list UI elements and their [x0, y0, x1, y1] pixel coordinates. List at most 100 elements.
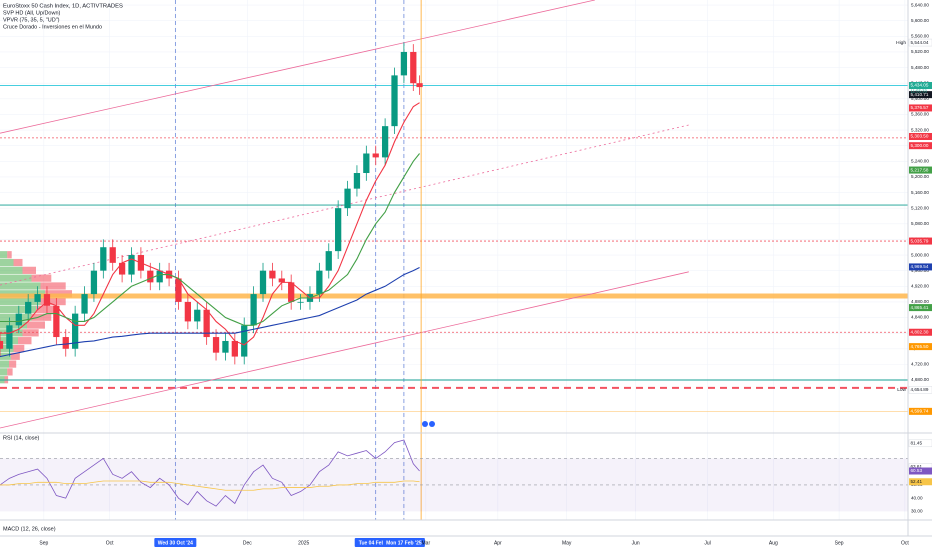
- indicator-label: VPVR (75, 35, 5, "UD"): [3, 17, 60, 23]
- rsi-title: RSI (14, close): [3, 435, 40, 441]
- profile-up: [0, 297, 41, 306]
- axes: 4,680.004,720.004,760.004,800.004,840.00…: [39, 2, 932, 547]
- profile-up: [0, 360, 9, 368]
- x-tick-label: Dec: [243, 540, 252, 546]
- price-marker-label: 4,969.54: [911, 264, 929, 269]
- y-tick-label: 4,680.00: [911, 377, 929, 382]
- candle-body: [15, 313, 22, 326]
- candle-body: [344, 188, 351, 209]
- price-marker: [909, 478, 932, 486]
- candle-body: [43, 294, 51, 306]
- y-tick-label: 5,160.00: [911, 190, 929, 195]
- y-tick-label: 4,880.00: [911, 299, 929, 304]
- x-tick-label: Wed 30 Oct '24: [158, 540, 193, 546]
- candle-body: [53, 305, 60, 338]
- price-marker-label: 4,765.50: [911, 344, 929, 349]
- price-marker: [909, 407, 932, 415]
- indicator-label: Cruce Dorado - Inversiones en el Mundo: [3, 24, 102, 30]
- moving-average: [0, 102, 420, 346]
- icon[interactable]: [429, 421, 435, 427]
- price-marker-label: 5,410.71: [911, 92, 929, 97]
- candle-body: [62, 337, 69, 349]
- price-marker: [908, 38, 932, 47]
- price-marker-label: 5,303.50: [911, 134, 929, 139]
- date-highlight: [154, 538, 197, 547]
- profile-down: [9, 360, 17, 368]
- candle-body: [147, 270, 154, 283]
- price-marker-label: 5,544.04: [911, 40, 929, 45]
- rsi-pane: [0, 439, 908, 512]
- profile-down: [7, 251, 12, 259]
- price-pane: [0, 0, 908, 520]
- x-tick-label: Mon 17 Feb '25: [386, 540, 422, 546]
- rsi-band: [0, 458, 908, 512]
- y-tick-label: 5,360.00: [911, 112, 929, 117]
- profile-down: [13, 344, 25, 353]
- candle-body: [259, 270, 267, 295]
- profile-up: [0, 258, 14, 267]
- x-tick-label: Jun: [632, 540, 640, 546]
- candle-body: [72, 313, 79, 349]
- rsi-line: [0, 480, 420, 491]
- candle-body: [109, 247, 116, 263]
- rsi-line: [0, 439, 420, 507]
- x-tick-label: Oct: [901, 540, 909, 546]
- rsi-tick-label: 30.00: [911, 509, 923, 514]
- y-tick-label: 5,200.00: [911, 174, 929, 179]
- price-marker: [909, 237, 932, 245]
- price-marker: [908, 386, 932, 394]
- price-marker-label: 63.61: [911, 464, 923, 469]
- candle-body: [278, 278, 285, 283]
- candle-body: [118, 262, 126, 275]
- candle-body: [381, 126, 389, 158]
- price-marker: [909, 304, 932, 312]
- profile-down: [22, 266, 36, 274]
- candle-body: [222, 340, 229, 353]
- moving-average: [0, 267, 420, 358]
- price-marker-label: 4,599.74: [911, 409, 929, 414]
- profile-down: [27, 321, 45, 329]
- candle-body: [353, 173, 361, 189]
- price-marker-tag: Low: [897, 387, 906, 393]
- price-marker-label: 5,376.57: [911, 105, 929, 110]
- alert-icons[interactable]: [422, 421, 435, 427]
- x-tick-label: Mar: [422, 540, 431, 546]
- y-tick-label: 5,480.00: [911, 65, 929, 70]
- icon[interactable]: [422, 421, 428, 427]
- price-marker-label: 52.41: [911, 479, 923, 484]
- y-tick-label: 5,600.00: [911, 18, 929, 23]
- y-tick-label: 4,720.00: [911, 362, 929, 367]
- price-marker: [909, 166, 932, 174]
- x-tick-label: May: [562, 540, 572, 546]
- candle-body: [6, 325, 13, 349]
- y-tick-label: 5,400.00: [911, 96, 929, 101]
- candle-body: [288, 282, 295, 302]
- profile-up: [0, 321, 27, 329]
- profile-down: [40, 282, 66, 290]
- candle-body: [363, 153, 370, 174]
- price-marker: [909, 328, 932, 336]
- profile-down: [31, 274, 52, 282]
- candle-body: [372, 153, 379, 158]
- candle-body: [297, 301, 304, 303]
- candle-body: [410, 51, 417, 84]
- candle-body: [391, 75, 398, 127]
- candle-body: [156, 270, 163, 283]
- profile-down: [40, 297, 66, 306]
- candle-body: [194, 309, 201, 322]
- candle-body: [175, 278, 182, 302]
- chart-title: EuroStoxx 50 Cash Index, 1D, ACTIVTRADES: [3, 4, 123, 10]
- candle-body: [90, 270, 98, 295]
- price-marker: [909, 82, 932, 90]
- profile-up: [0, 305, 36, 314]
- candle-body: [203, 309, 210, 338]
- countdown: 11:55:33: [911, 89, 928, 94]
- trendline: [0, 271, 689, 429]
- candle-body: [416, 83, 423, 88]
- x-tick-label: 2025: [298, 540, 309, 546]
- x-tick-label: Jul: [704, 540, 710, 546]
- price-marker: [909, 343, 932, 351]
- x-tick-label: Apr: [494, 540, 502, 546]
- macd-title: MACD (12, 26, close): [3, 526, 56, 532]
